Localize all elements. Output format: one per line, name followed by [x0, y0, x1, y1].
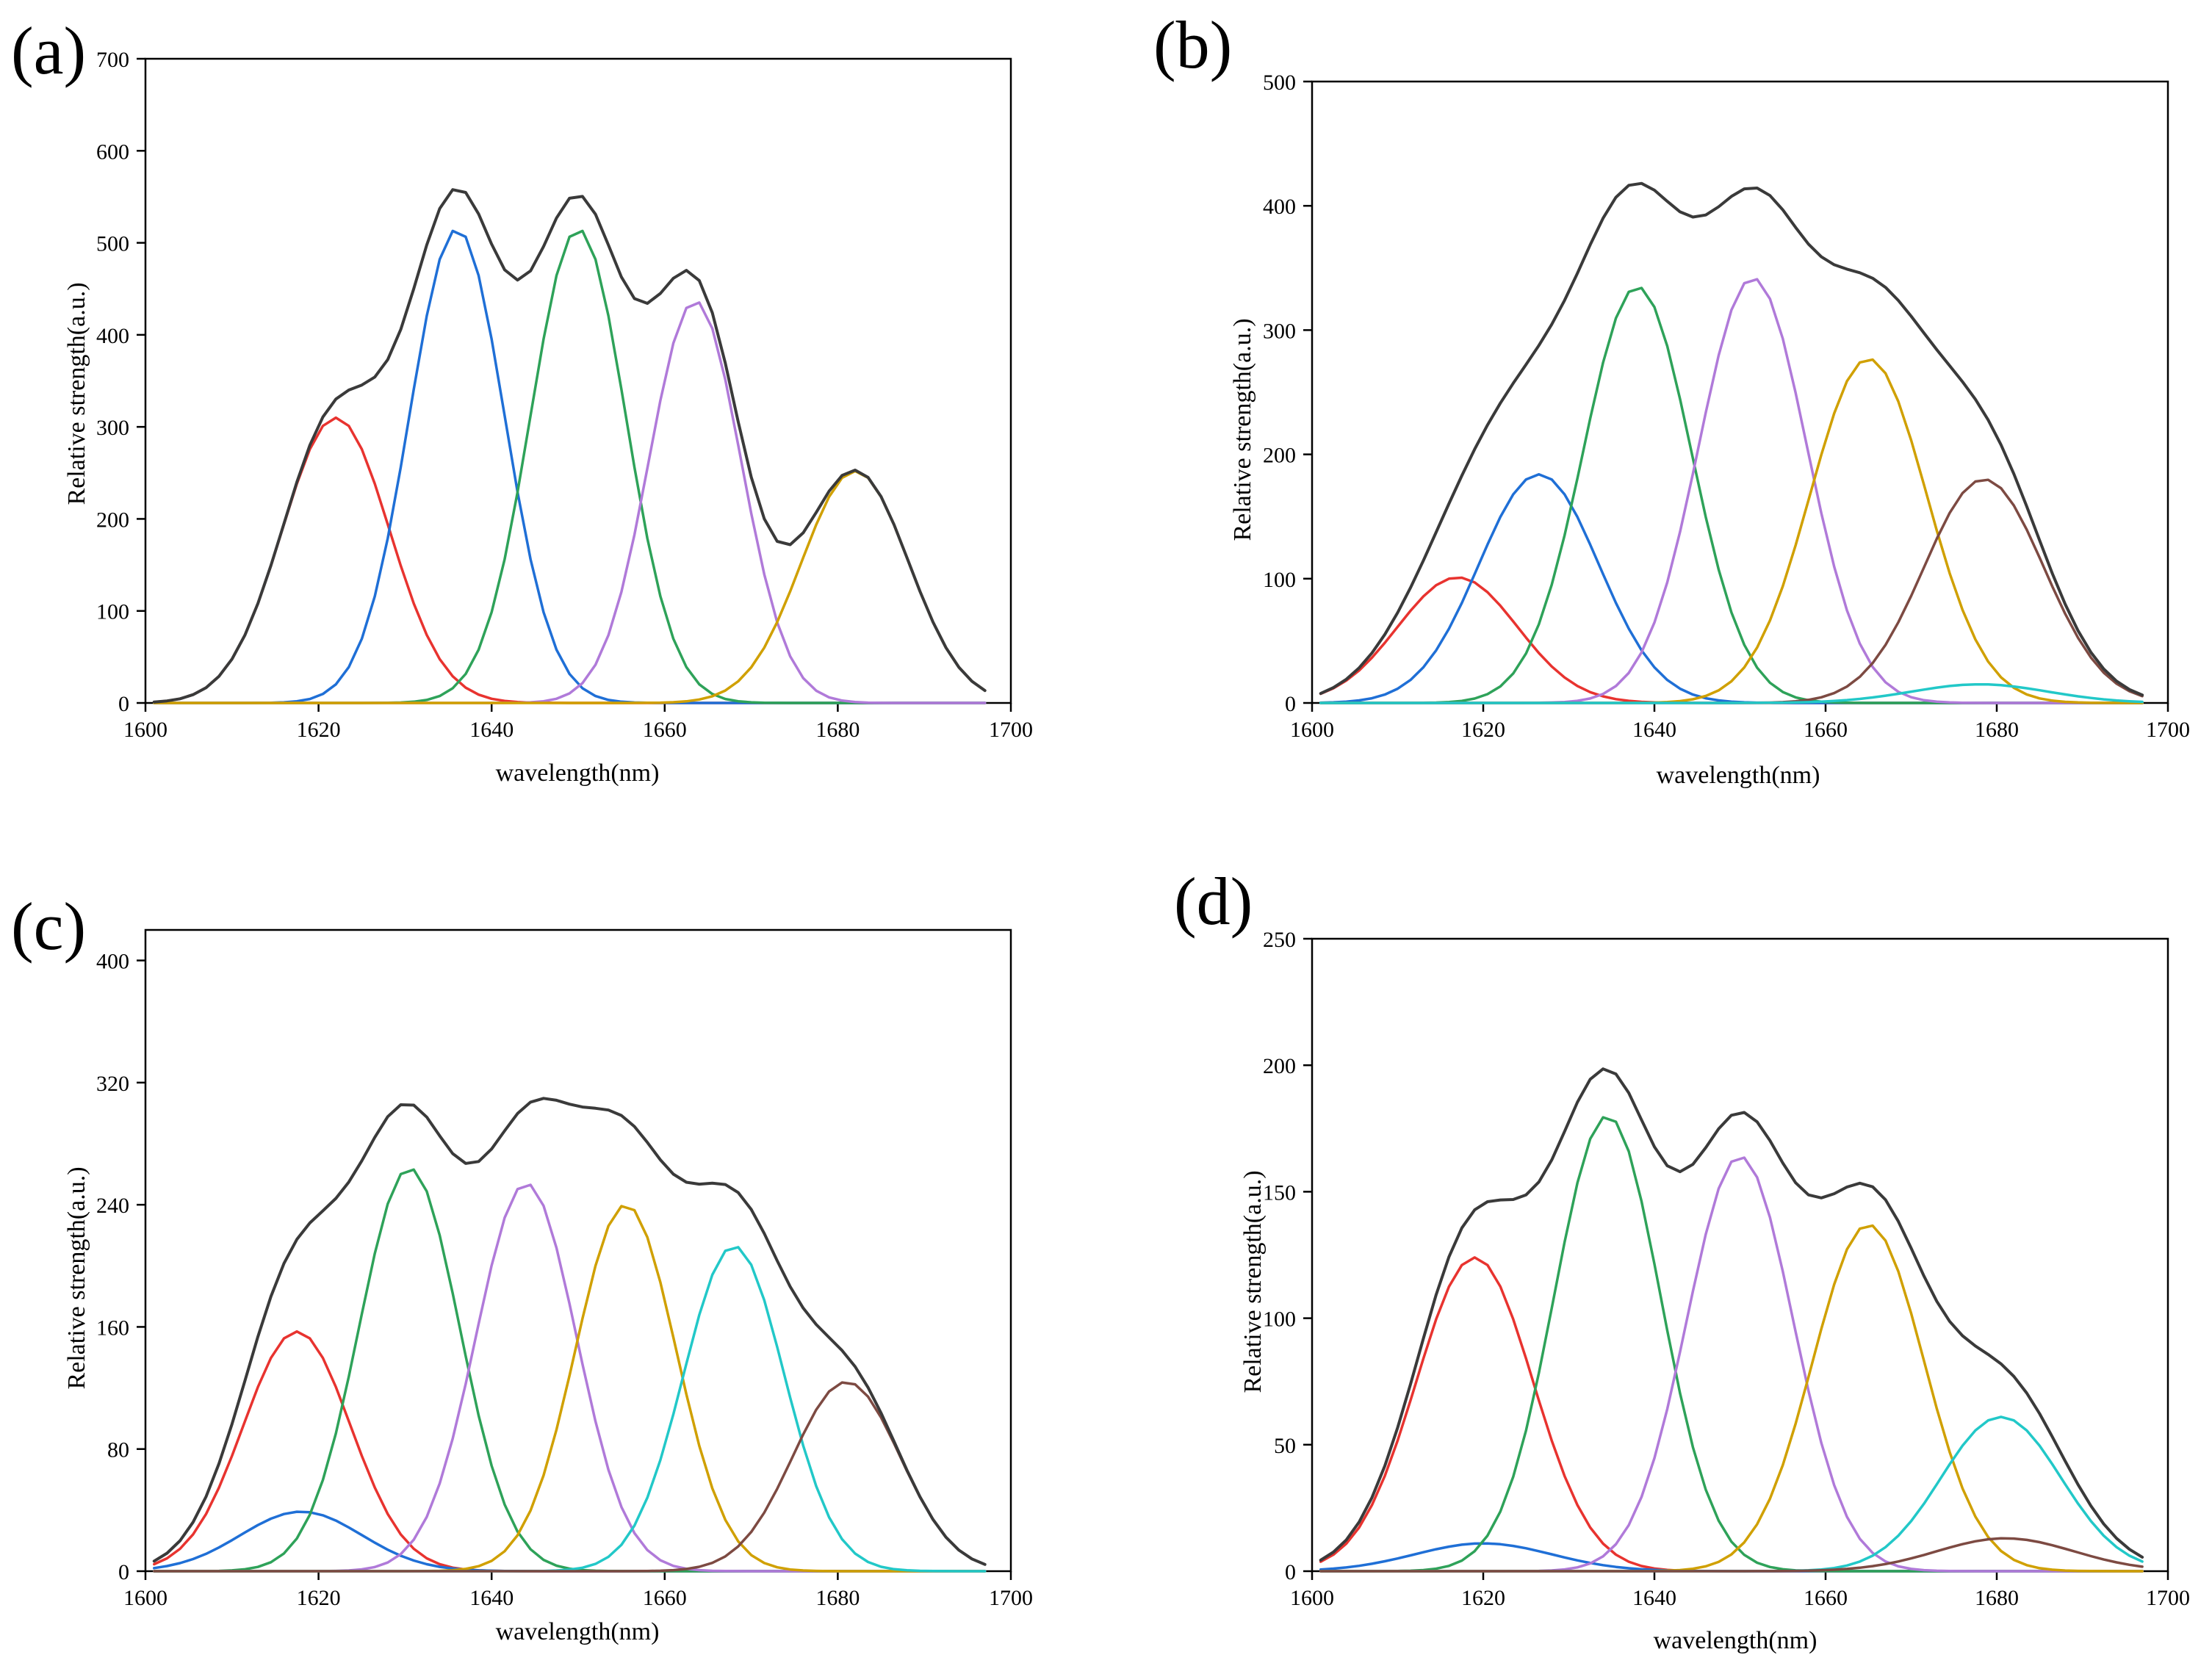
y-tick-label-a-600: 600 — [96, 140, 129, 164]
x-tick-label-d-1660: 1660 — [1804, 1586, 1848, 1610]
panel-c: (c) 1600 1620 1640 1660 1680 1700 0 80 160 240 320… — [11, 889, 1033, 1645]
y-tick-label-c-80: 80 — [107, 1438, 129, 1462]
y-tick-label-a-300: 300 — [96, 416, 129, 440]
axes-frame-b — [1311, 80, 2169, 704]
x-tick-label-d-1700: 1700 — [2146, 1586, 2190, 1610]
panel-label-c: (c) — [11, 889, 86, 964]
series-b-envelope-sum — [1319, 181, 2144, 697]
y-tick-label-b-300: 300 — [1263, 319, 1296, 343]
x-tick-label-d-1640: 1640 — [1632, 1586, 1676, 1610]
y-tick-label-d-250: 250 — [1263, 928, 1296, 952]
series-a-gold-peak — [153, 469, 987, 704]
x-axis-title-c: wavelength(nm) — [496, 1618, 660, 1645]
x-tick-label-b-1620: 1620 — [1461, 718, 1505, 742]
y-tick-label-b-200: 200 — [1263, 444, 1296, 468]
y-tick-label-a-100: 100 — [96, 600, 129, 624]
series-a-red-peak — [153, 416, 987, 704]
plot-area-d: 1600 1620 1640 1660 1680 1700 0 50 100 150 200 250 — [1263, 928, 2190, 1610]
series-d-envelope-sum — [1319, 1067, 2144, 1562]
series-d-brown-peak — [1319, 1537, 2144, 1573]
plot-area-c: 1600 1620 1640 1660 1680 1700 0 80 160 240 320 400 — [96, 928, 1033, 1610]
x-axis-title-b: wavelength(nm) — [1657, 762, 1820, 789]
x-tick-label-d-1600: 1600 — [1290, 1586, 1334, 1610]
series-a-purple-peak — [153, 301, 987, 704]
axes-frame-c — [144, 928, 1012, 1573]
series-c-red-peak — [153, 1330, 987, 1573]
y-tick-label-c-320: 320 — [96, 1072, 129, 1096]
y-tick-label-b-500: 500 — [1263, 71, 1296, 95]
series-d-purple-peak — [1319, 1156, 2144, 1573]
series-d-red-peak — [1319, 1256, 2144, 1573]
series-c-cyan-peak — [153, 1246, 987, 1573]
panel-b: (b) 1600 1620 1640 1660 1680 1700 0 100 200 300 40… — [1153, 7, 2190, 789]
x-tick-label-b-1700: 1700 — [2146, 718, 2190, 742]
axes-frame-d — [1311, 937, 2169, 1573]
panel-a: (a) 1600 1620 1640 1660 1680 1700 0 100 200 300 40… — [11, 13, 1033, 787]
panel-label-d: (d) — [1174, 864, 1253, 939]
y-tick-label-d-100: 100 — [1263, 1307, 1296, 1332]
x-tick-label-a-1600: 1600 — [123, 718, 167, 742]
x-tick-label-a-1700: 1700 — [989, 718, 1033, 742]
series-d-gold-peak — [1319, 1224, 2144, 1573]
x-tick-label-c-1700: 1700 — [989, 1586, 1033, 1610]
series-a-envelope-sum — [152, 188, 987, 704]
y-tick-label-c-160: 160 — [96, 1316, 129, 1340]
y-tick-label-c-240: 240 — [96, 1194, 129, 1218]
x-tick-label-d-1620: 1620 — [1461, 1586, 1505, 1610]
x-tick-label-b-1640: 1640 — [1632, 718, 1676, 742]
plot-area-b: 1600 1620 1640 1660 1680 1700 0 100 200 300 400 500 — [1263, 71, 2190, 742]
x-tick-label-d-1680: 1680 — [1975, 1586, 2019, 1610]
series-c-brown-peak — [153, 1381, 987, 1573]
x-tick-label-c-1680: 1680 — [815, 1586, 860, 1610]
x-tick-label-a-1660: 1660 — [643, 718, 687, 742]
y-tick-label-d-0: 0 — [1285, 1560, 1296, 1584]
y-tick-label-d-150: 150 — [1263, 1180, 1296, 1205]
y-axis-title-a: Relative strength(a.u.) — [63, 282, 90, 505]
y-axis-title-c: Relative strength(a.u.) — [63, 1166, 90, 1389]
y-tick-label-a-0: 0 — [118, 692, 129, 716]
series-c-envelope-sum — [152, 1097, 987, 1566]
x-tick-label-a-1680: 1680 — [815, 718, 860, 742]
series-b-green-peak — [1319, 286, 2144, 704]
series-a-green-peak — [153, 229, 987, 704]
y-tick-label-c-400: 400 — [96, 950, 129, 974]
x-tick-label-c-1600: 1600 — [123, 1586, 167, 1610]
series-c-blue-peak — [153, 1510, 987, 1573]
x-tick-label-a-1640: 1640 — [469, 718, 514, 742]
series-d-green-peak — [1319, 1116, 2144, 1573]
x-tick-label-c-1660: 1660 — [643, 1586, 687, 1610]
series-a-blue-peak — [153, 229, 987, 704]
x-tick-label-b-1600: 1600 — [1290, 718, 1334, 742]
y-tick-label-a-500: 500 — [96, 232, 129, 256]
y-axis-title-d: Relative strength(a.u.) — [1239, 1170, 1267, 1393]
y-tick-label-a-200: 200 — [96, 508, 129, 532]
x-tick-label-a-1620: 1620 — [297, 718, 341, 742]
series-b-gold-peak — [1319, 358, 2144, 704]
x-axis-title-a: wavelength(nm) — [496, 760, 660, 787]
series-b-cyan-peak — [1319, 682, 2144, 704]
x-tick-label-c-1640: 1640 — [469, 1586, 514, 1610]
series-b-red-peak — [1319, 576, 2144, 704]
y-tick-label-a-400: 400 — [96, 324, 129, 348]
y-tick-label-d-200: 200 — [1263, 1054, 1296, 1078]
y-tick-label-d-50: 50 — [1274, 1434, 1296, 1458]
axes-frame-a — [144, 57, 1012, 704]
panel-label-a: (a) — [11, 13, 86, 88]
x-tick-label-b-1680: 1680 — [1975, 718, 2019, 742]
y-tick-label-b-100: 100 — [1263, 568, 1296, 592]
y-axis-title-b: Relative strength(a.u.) — [1229, 318, 1256, 541]
x-tick-label-b-1660: 1660 — [1804, 718, 1848, 742]
y-tick-label-b-400: 400 — [1263, 195, 1296, 219]
y-tick-label-c-0: 0 — [118, 1560, 129, 1584]
plot-area-a: 1600 1620 1640 1660 1680 1700 0 100 200 300 400 500… — [96, 48, 1033, 742]
series-b-blue-peak — [1319, 472, 2144, 704]
y-tick-label-a-700: 700 — [96, 48, 129, 72]
panel-d: (d) 1600 1620 1640 1660 1680 1700 0 50 100 150 200… — [1174, 864, 2190, 1654]
panel-label-b: (b) — [1153, 7, 1232, 82]
x-tick-label-c-1620: 1620 — [297, 1586, 341, 1610]
y-tick-label-b-0: 0 — [1285, 692, 1296, 716]
x-axis-title-d: wavelength(nm) — [1654, 1627, 1817, 1654]
